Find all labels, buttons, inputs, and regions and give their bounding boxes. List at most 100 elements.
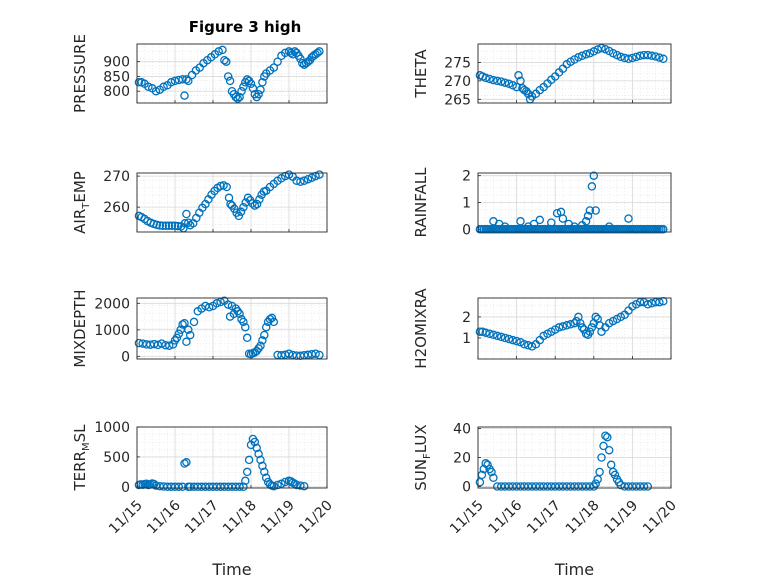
data-point bbox=[552, 208, 562, 218]
data-point bbox=[587, 182, 597, 191]
subplot-air-temp: 260 270 AIRTEMP bbox=[71, 169, 328, 234]
data-point bbox=[599, 441, 608, 451]
data-point bbox=[260, 330, 269, 340]
data-point bbox=[601, 431, 610, 440]
data-point bbox=[172, 333, 182, 343]
data-point bbox=[659, 54, 668, 64]
data-point bbox=[496, 332, 506, 342]
data-point bbox=[585, 206, 595, 215]
data-point bbox=[624, 54, 633, 64]
data-point bbox=[616, 480, 626, 490]
x-tick-label: 11/20 bbox=[296, 498, 336, 538]
data-point bbox=[512, 82, 521, 92]
data-point bbox=[315, 170, 324, 179]
data-point bbox=[514, 71, 523, 80]
data-point bbox=[261, 322, 271, 332]
data-point bbox=[173, 221, 183, 231]
y-tick-label: 1000 bbox=[94, 323, 130, 339]
data-point bbox=[554, 323, 564, 332]
data-point bbox=[558, 322, 568, 331]
y-tick-label: 265 bbox=[444, 92, 471, 108]
data-point bbox=[558, 214, 568, 223]
data-point bbox=[174, 482, 184, 492]
axes-box bbox=[477, 43, 672, 104]
data-point bbox=[604, 222, 614, 231]
data-point bbox=[547, 218, 556, 227]
data-point bbox=[591, 206, 600, 215]
data-point bbox=[178, 75, 187, 84]
data-point bbox=[296, 54, 305, 64]
data-point bbox=[535, 215, 545, 225]
subplot-theta: 265 270 275 THETA bbox=[412, 43, 672, 108]
data-point bbox=[214, 47, 223, 56]
data-point bbox=[261, 473, 271, 483]
data-point bbox=[204, 303, 214, 312]
axes-box bbox=[136, 426, 328, 489]
data-point bbox=[189, 317, 199, 327]
x-tick-label: 11/17 bbox=[182, 498, 222, 538]
data-point bbox=[144, 82, 153, 92]
data-point bbox=[250, 201, 260, 210]
data-point bbox=[643, 300, 653, 309]
y-tick-label: 260 bbox=[103, 200, 130, 216]
y-axis-label: SUNFLUX bbox=[412, 424, 433, 490]
data-point bbox=[610, 470, 620, 480]
data-point bbox=[597, 453, 606, 462]
data-point bbox=[303, 174, 313, 184]
data-point bbox=[180, 459, 189, 468]
data-point bbox=[182, 75, 191, 84]
data-point bbox=[489, 473, 498, 483]
subplot-h2omixra: 1 2 H2OMIXRA bbox=[412, 288, 672, 369]
data-point bbox=[604, 445, 614, 455]
data-point bbox=[562, 321, 572, 330]
x-axis-label: Time bbox=[554, 560, 594, 579]
data-point bbox=[246, 79, 256, 89]
data-point bbox=[632, 52, 641, 62]
axes-box bbox=[136, 172, 328, 233]
y-tick-label: 1 bbox=[462, 331, 471, 347]
data-point bbox=[222, 182, 231, 192]
data-point bbox=[597, 43, 606, 53]
y-tick-label: 1000 bbox=[94, 420, 130, 436]
data-point bbox=[218, 45, 227, 55]
y-tick-label: 0 bbox=[121, 349, 130, 365]
data-point bbox=[647, 51, 656, 61]
data-point bbox=[577, 323, 587, 332]
data-point bbox=[223, 72, 233, 81]
data-point bbox=[212, 299, 222, 308]
x-axis-label: Time bbox=[211, 560, 251, 579]
data-point bbox=[500, 78, 510, 87]
data-point bbox=[576, 318, 585, 328]
y-tick-label: 900 bbox=[103, 55, 130, 71]
data-point bbox=[585, 48, 595, 58]
y-tick-label: 0 bbox=[121, 480, 130, 496]
data-point bbox=[577, 51, 587, 61]
data-point bbox=[504, 334, 514, 344]
data-point bbox=[651, 52, 660, 61]
axes-box bbox=[136, 297, 328, 360]
data-point bbox=[235, 309, 244, 319]
data-point bbox=[475, 327, 485, 336]
data-point bbox=[296, 481, 305, 490]
data-point bbox=[273, 57, 282, 66]
data-point bbox=[624, 214, 633, 223]
data-point bbox=[242, 467, 252, 477]
data-point bbox=[616, 52, 626, 62]
data-series bbox=[134, 170, 324, 233]
data-point bbox=[570, 318, 579, 328]
data-point bbox=[581, 50, 591, 59]
x-tick-label: 11/18 bbox=[563, 498, 603, 538]
data-point bbox=[164, 221, 174, 231]
y-tick-label: 850 bbox=[103, 69, 130, 85]
data-point bbox=[185, 330, 195, 340]
data-point bbox=[234, 211, 244, 221]
data-point bbox=[311, 349, 320, 358]
data-point bbox=[591, 312, 600, 322]
data-point bbox=[157, 339, 166, 348]
data-point bbox=[256, 341, 265, 350]
data-point bbox=[184, 76, 193, 86]
data-point bbox=[258, 461, 267, 471]
data-point bbox=[655, 53, 664, 62]
